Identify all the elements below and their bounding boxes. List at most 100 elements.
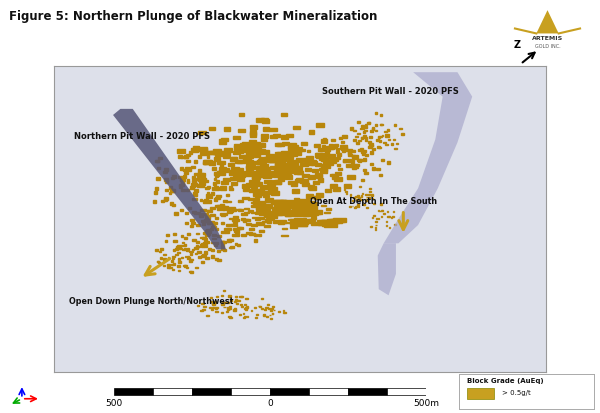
Bar <box>164 178 168 181</box>
Bar <box>314 196 320 199</box>
Bar <box>247 150 255 153</box>
Bar <box>202 309 205 310</box>
Bar <box>346 164 355 167</box>
Bar <box>212 306 214 308</box>
Bar <box>373 148 376 150</box>
Bar <box>227 210 233 212</box>
Bar <box>203 180 208 182</box>
Bar <box>284 312 286 313</box>
Bar <box>284 164 290 168</box>
Bar <box>243 317 245 318</box>
Bar <box>296 159 302 162</box>
Bar <box>363 169 366 171</box>
Bar <box>281 201 293 205</box>
Bar <box>306 156 313 159</box>
Bar <box>379 174 382 176</box>
Bar <box>307 150 310 152</box>
Bar <box>372 127 374 129</box>
Bar <box>223 242 226 243</box>
Bar <box>346 193 347 194</box>
Bar <box>272 207 280 210</box>
Bar <box>201 220 203 222</box>
Bar <box>247 306 248 307</box>
Bar <box>280 200 286 204</box>
Bar <box>267 304 269 305</box>
Bar <box>352 166 356 169</box>
Bar <box>271 308 273 309</box>
Bar <box>209 127 215 131</box>
Bar <box>301 201 308 204</box>
Bar <box>208 248 211 250</box>
Bar <box>259 212 264 214</box>
Bar <box>229 239 233 241</box>
Bar <box>297 211 309 214</box>
Bar <box>265 219 270 221</box>
Bar <box>263 314 265 315</box>
Bar <box>227 240 231 242</box>
Bar <box>362 193 364 194</box>
Bar <box>322 164 328 166</box>
Bar <box>217 250 220 252</box>
Bar <box>221 222 224 224</box>
Bar <box>284 175 292 179</box>
Bar <box>274 211 286 215</box>
Bar <box>195 267 198 268</box>
Bar <box>295 179 301 182</box>
Bar <box>244 308 247 309</box>
Bar <box>302 183 309 186</box>
Bar <box>190 259 193 261</box>
Bar <box>362 131 365 133</box>
Bar <box>229 170 236 175</box>
Bar <box>301 149 305 151</box>
Bar <box>214 178 216 180</box>
Bar <box>292 148 299 151</box>
Bar <box>253 201 259 202</box>
Bar <box>370 151 373 154</box>
Bar <box>221 312 223 313</box>
Bar <box>262 221 268 222</box>
Bar <box>242 148 248 152</box>
Bar <box>200 209 206 211</box>
Bar <box>348 154 352 156</box>
Bar <box>259 157 266 161</box>
Bar <box>205 238 208 241</box>
Bar <box>353 130 356 131</box>
Bar <box>379 141 381 142</box>
Bar <box>241 218 245 220</box>
Bar <box>265 214 271 215</box>
Bar <box>253 150 259 154</box>
Bar <box>261 169 269 173</box>
Bar <box>206 151 215 154</box>
Bar <box>227 228 230 230</box>
Bar <box>225 231 229 233</box>
Bar <box>261 118 268 121</box>
Bar <box>380 124 383 125</box>
Bar <box>298 203 310 206</box>
Bar <box>368 194 370 195</box>
Bar <box>283 208 288 209</box>
Bar <box>178 176 182 178</box>
Bar <box>239 155 245 158</box>
Bar <box>259 203 265 206</box>
Bar <box>312 169 319 172</box>
Bar <box>362 150 366 152</box>
Bar <box>343 147 346 149</box>
Bar <box>348 152 351 154</box>
Bar <box>292 166 299 169</box>
Bar <box>172 256 175 257</box>
Bar <box>325 189 331 192</box>
Bar <box>320 168 326 171</box>
Bar <box>271 310 272 311</box>
Bar <box>301 142 307 145</box>
Bar <box>257 161 265 164</box>
Bar <box>319 168 323 170</box>
Bar <box>347 152 351 154</box>
Bar <box>223 178 230 181</box>
Bar <box>272 313 273 314</box>
Bar <box>357 195 359 197</box>
Bar <box>288 205 300 209</box>
Bar <box>296 158 304 161</box>
Bar <box>272 212 277 214</box>
Bar <box>358 140 361 141</box>
Bar <box>361 125 364 127</box>
